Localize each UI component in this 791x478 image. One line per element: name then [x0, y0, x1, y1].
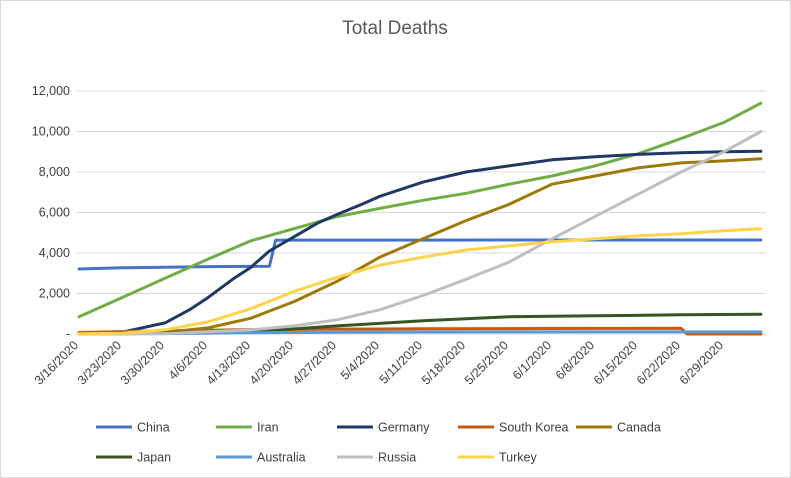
y-tick-label: 6,000 [39, 206, 70, 220]
legend-label: South Korea [499, 421, 569, 435]
y-tick-label: 10,000 [32, 125, 70, 139]
legend-label: Germany [378, 421, 430, 435]
y-tick-label: 2,000 [39, 287, 70, 301]
x-tick-label: 3/23/2020 [75, 338, 124, 387]
legend: China Iran Germany South Korea Canada Japan Au… [96, 421, 661, 465]
y-tick-label: 4,000 [39, 246, 70, 260]
series-line-iran [77, 101, 763, 319]
legend-label: Japan [137, 451, 171, 465]
series-line-china [77, 238, 763, 271]
legend-label: Australia [257, 451, 306, 465]
x-tick-label: 6/22/2020 [634, 338, 683, 387]
x-tick-label: 4/27/2020 [290, 338, 339, 387]
x-tick-label: 3/16/2020 [32, 338, 81, 387]
x-tick-label: 6/8/2020 [553, 338, 597, 382]
legend-label: Canada [617, 421, 661, 435]
series-line-germany [77, 149, 763, 336]
x-tick-label: 6/1/2020 [510, 338, 554, 382]
x-tick-label: 4/13/2020 [204, 338, 253, 387]
series-line-turkey [77, 227, 763, 336]
y-axis: - 2,000 4,000 6,000 8,000 10,000 12,000 [32, 84, 70, 341]
y-tick-label: 12,000 [32, 84, 70, 98]
x-tick-label: 4/20/2020 [247, 338, 296, 387]
legend-label: China [137, 421, 170, 435]
chart-title: Total Deaths [342, 18, 448, 39]
y-tick-label: - [66, 327, 70, 341]
x-tick-label: 5/4/2020 [338, 338, 382, 382]
x-tick-label: 5/11/2020 [377, 338, 426, 387]
x-tick-label: 3/30/2020 [118, 338, 167, 387]
series-lines [77, 101, 763, 336]
legend-label: Iran [257, 421, 279, 435]
x-tick-label: 4/6/2020 [166, 338, 210, 382]
x-tick-label: 5/25/2020 [462, 338, 511, 387]
x-tick-label: 5/18/2020 [419, 338, 468, 387]
series-line-russia [77, 130, 763, 336]
y-tick-label: 8,000 [39, 165, 70, 179]
legend-label: Turkey [499, 451, 537, 465]
x-tick-label: 6/29/2020 [677, 338, 726, 387]
legend-label: Russia [378, 451, 416, 465]
series-line-canada [77, 157, 763, 336]
x-axis: 3/16/20203/23/20203/30/20204/6/20204/13/… [32, 338, 726, 387]
x-tick-label: 6/15/2020 [591, 338, 640, 387]
